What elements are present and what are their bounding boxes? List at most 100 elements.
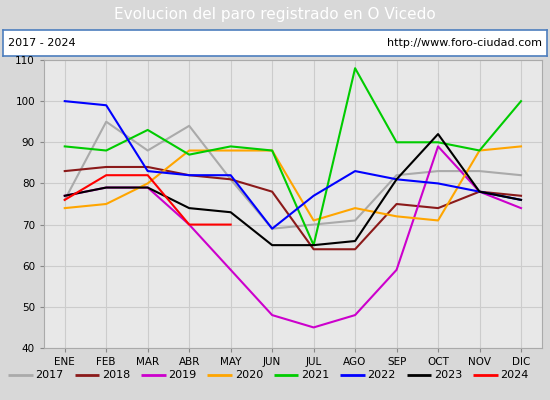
2019 bbox=[227, 268, 234, 272]
Text: 2022: 2022 bbox=[367, 370, 396, 380]
Text: Evolucion del paro registrado en O Vicedo: Evolucion del paro registrado en O Viced… bbox=[114, 8, 436, 22]
Text: 2024: 2024 bbox=[500, 370, 529, 380]
2018 bbox=[62, 169, 68, 174]
2020 bbox=[518, 144, 524, 149]
Line: 2022: 2022 bbox=[65, 101, 521, 229]
2019 bbox=[145, 185, 151, 190]
2023 bbox=[145, 185, 151, 190]
Line: 2020: 2020 bbox=[65, 146, 521, 220]
2024 bbox=[145, 173, 151, 178]
2018 bbox=[393, 202, 400, 206]
2020 bbox=[103, 202, 109, 206]
2017 bbox=[352, 218, 359, 223]
2021 bbox=[476, 148, 483, 153]
2019 bbox=[62, 193, 68, 198]
2023 bbox=[62, 193, 68, 198]
2017 bbox=[310, 222, 317, 227]
2019 bbox=[186, 222, 192, 227]
2017 bbox=[393, 173, 400, 178]
2024 bbox=[62, 198, 68, 202]
2022 bbox=[393, 177, 400, 182]
Text: 2020: 2020 bbox=[235, 370, 263, 380]
2020 bbox=[393, 214, 400, 219]
2021 bbox=[518, 99, 524, 104]
2017 bbox=[269, 226, 276, 231]
Text: 2018: 2018 bbox=[102, 370, 130, 380]
2023 bbox=[269, 243, 276, 248]
2020 bbox=[434, 218, 441, 223]
2021 bbox=[434, 140, 441, 145]
2018 bbox=[352, 247, 359, 252]
2019 bbox=[393, 268, 400, 272]
2020 bbox=[269, 148, 276, 153]
2020 bbox=[145, 181, 151, 186]
2023 bbox=[476, 189, 483, 194]
2020 bbox=[62, 206, 68, 210]
Line: 2017: 2017 bbox=[65, 122, 521, 229]
2022 bbox=[269, 226, 276, 231]
Line: 2021: 2021 bbox=[65, 68, 521, 245]
2017 bbox=[227, 177, 234, 182]
Line: 2018: 2018 bbox=[65, 167, 521, 249]
2017 bbox=[518, 173, 524, 178]
2019 bbox=[434, 144, 441, 149]
2018 bbox=[186, 173, 192, 178]
2022 bbox=[186, 173, 192, 178]
2019 bbox=[103, 185, 109, 190]
2018 bbox=[269, 189, 276, 194]
2019 bbox=[352, 313, 359, 318]
2018 bbox=[310, 247, 317, 252]
2021 bbox=[393, 140, 400, 145]
Text: http://www.foro-ciudad.com: http://www.foro-ciudad.com bbox=[387, 38, 542, 48]
2023 bbox=[393, 177, 400, 182]
2022 bbox=[103, 103, 109, 108]
2022 bbox=[476, 189, 483, 194]
2017 bbox=[145, 148, 151, 153]
2022 bbox=[145, 169, 151, 174]
Text: 2017: 2017 bbox=[35, 370, 64, 380]
2020 bbox=[310, 218, 317, 223]
2017 bbox=[476, 169, 483, 174]
2021 bbox=[310, 243, 317, 248]
Text: 2023: 2023 bbox=[434, 370, 462, 380]
2017 bbox=[434, 169, 441, 174]
2018 bbox=[434, 206, 441, 210]
2022 bbox=[227, 173, 234, 178]
2019 bbox=[476, 189, 483, 194]
2020 bbox=[476, 148, 483, 153]
2023 bbox=[227, 210, 234, 215]
2024 bbox=[103, 173, 109, 178]
2018 bbox=[103, 164, 109, 169]
2019 bbox=[269, 313, 276, 318]
2020 bbox=[352, 206, 359, 210]
2022 bbox=[352, 169, 359, 174]
2017 bbox=[62, 198, 68, 202]
2023 bbox=[103, 185, 109, 190]
2017 bbox=[186, 124, 192, 128]
2024 bbox=[186, 222, 192, 227]
2018 bbox=[227, 177, 234, 182]
2022 bbox=[310, 193, 317, 198]
2022 bbox=[434, 181, 441, 186]
2022 bbox=[518, 198, 524, 202]
2023 bbox=[434, 132, 441, 136]
2020 bbox=[227, 148, 234, 153]
Line: 2024: 2024 bbox=[65, 175, 230, 224]
2023 bbox=[310, 243, 317, 248]
2019 bbox=[518, 206, 524, 210]
2024 bbox=[227, 222, 234, 227]
2018 bbox=[145, 164, 151, 169]
2018 bbox=[518, 193, 524, 198]
2021 bbox=[103, 148, 109, 153]
2022 bbox=[62, 99, 68, 104]
2021 bbox=[269, 148, 276, 153]
2020 bbox=[186, 148, 192, 153]
2021 bbox=[186, 152, 192, 157]
2023 bbox=[186, 206, 192, 210]
2021 bbox=[62, 144, 68, 149]
Line: 2023: 2023 bbox=[65, 134, 521, 245]
Text: 2021: 2021 bbox=[301, 370, 329, 380]
2021 bbox=[352, 66, 359, 71]
Text: 2019: 2019 bbox=[168, 370, 196, 380]
2019 bbox=[310, 325, 317, 330]
